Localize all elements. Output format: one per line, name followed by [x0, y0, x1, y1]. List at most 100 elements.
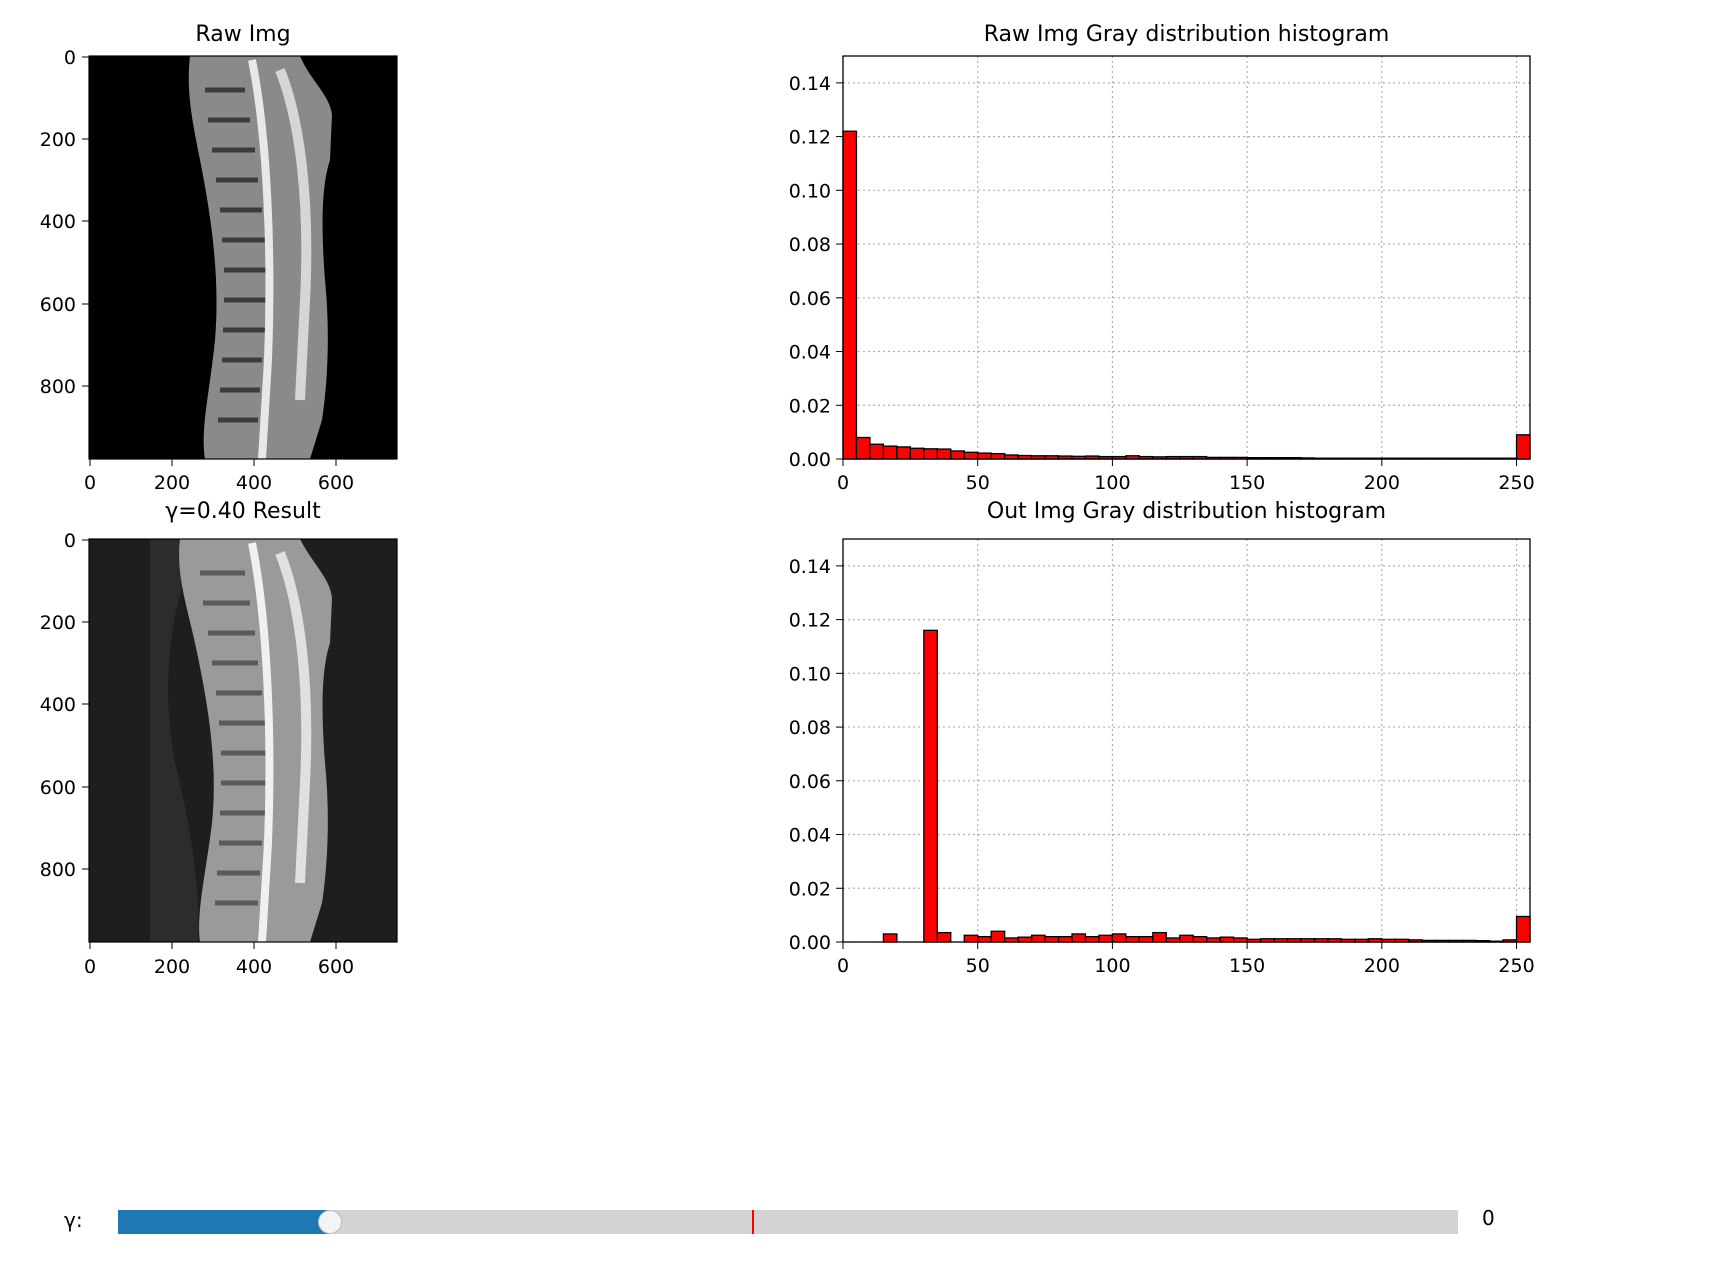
x-tick-label: 50 [966, 472, 990, 494]
histogram-bar [923, 448, 938, 460]
x-tick-label: 200 [1364, 955, 1400, 977]
histogram-bar [977, 452, 992, 460]
histogram-bar [1152, 931, 1167, 943]
gamma-slider-handle[interactable] [317, 1210, 342, 1234]
x-tick-label: 0 [84, 472, 96, 494]
result-image-vertebrae [200, 570, 266, 906]
result-image-xticks: 0 200 400 600 [84, 942, 354, 978]
y-tick-label: 0.02 [789, 395, 831, 417]
histogram-bar [896, 446, 912, 460]
x-tick-label: 50 [966, 955, 990, 977]
histogram-bar [869, 443, 885, 460]
histogram-bar [1515, 434, 1531, 460]
y-tick-label: 200 [40, 129, 76, 151]
histogram-bar [963, 934, 979, 943]
histogram-bar [923, 629, 938, 943]
histogram-bar [1084, 935, 1100, 943]
x-tick-label: 0 [84, 956, 96, 978]
histogram-bar [1017, 936, 1033, 943]
y-tick-label: 0.12 [789, 610, 831, 632]
y-tick-label: 0.06 [789, 288, 831, 310]
result-image-background-tissue [150, 539, 200, 942]
histogram-bar [950, 450, 965, 460]
histogram-bar [1179, 934, 1194, 943]
gamma-slider-initial-marker [751, 1210, 754, 1234]
y-tick-label: 200 [40, 612, 76, 634]
x-tick-label: 0 [837, 955, 849, 977]
y-tick-label: 0 [64, 47, 76, 69]
x-tick-label: 0 [837, 472, 849, 494]
result-image-yticks: 0 200 400 600 800 [40, 530, 89, 881]
raw-image-xticks: 0 200 400 600 [84, 459, 354, 494]
histogram-bar [990, 930, 1006, 943]
histogram-bar [1098, 934, 1114, 943]
histogram-bar [1044, 935, 1060, 943]
result-image-softtissue [275, 551, 312, 884]
raw-image-axes: Raw Img 0 200 400 600 [40, 22, 398, 494]
y-tick-label: 600 [40, 294, 76, 316]
histogram-bar [1515, 915, 1531, 943]
y-tick-label: 0.12 [789, 127, 831, 149]
x-tick-label: 200 [1364, 472, 1400, 494]
result-image-cord [248, 542, 274, 943]
x-tick-label: 150 [1229, 472, 1265, 494]
result-image-axes: γ=0.40 Result 0 200 400 600 [40, 499, 398, 978]
y-tick-label: 0.08 [789, 234, 831, 256]
histogram-bar [1219, 936, 1235, 943]
x-tick-label: 400 [236, 956, 272, 978]
histogram-bar [936, 931, 952, 943]
chart-title: Out Img Gray distribution histogram [987, 499, 1386, 524]
histogram-bar [1125, 935, 1141, 943]
y-tick-label: 0.00 [789, 449, 831, 471]
histogram-bar [963, 451, 979, 460]
y-tick-label: 0.00 [789, 932, 831, 954]
histogram-bar [882, 933, 898, 943]
gamma-slider-fill [118, 1210, 330, 1234]
histogram-bar [936, 448, 952, 460]
y-tick-label: 400 [40, 211, 76, 233]
raw-histogram-chart: Raw Img Gray distribution histogram 0 50 10… [789, 22, 1535, 494]
y-tick-label: 600 [40, 777, 76, 799]
y-tick-label: 0.10 [789, 663, 831, 685]
x-tick-label: 200 [154, 956, 190, 978]
histogram-bar [909, 447, 925, 460]
histogram-bar [977, 935, 992, 943]
y-tick-label: 0.14 [789, 556, 831, 578]
y-tick-label: 0 [64, 530, 76, 552]
x-tick-label: 250 [1498, 472, 1534, 494]
y-tick-label: 800 [40, 859, 76, 881]
y-tick-label: 800 [40, 376, 76, 398]
histogram-bar [1111, 933, 1127, 943]
y-tick-label: 0.04 [789, 342, 831, 364]
plot-frame [842, 538, 1531, 943]
y-tick-label: 0.02 [789, 878, 831, 900]
x-tick-label: 600 [318, 956, 354, 978]
histogram-bar [882, 445, 898, 460]
chart-title: Raw Img Gray distribution histogram [984, 22, 1390, 47]
y-tick-label: 0.14 [789, 73, 831, 95]
x-tick-label: 100 [1094, 472, 1130, 494]
histogram-bar [1071, 933, 1087, 943]
raw-image-title: Raw Img [195, 22, 290, 47]
raw-image-vertebrae [205, 87, 266, 423]
histogram-bar [1138, 935, 1154, 943]
y-tick-label: 0.06 [789, 771, 831, 793]
y-tick-label: 0.08 [789, 717, 831, 739]
x-tick-label: 250 [1498, 955, 1534, 977]
histogram-bar [842, 130, 858, 460]
result-image-title: γ=0.40 Result [165, 499, 321, 524]
x-tick-label: 200 [154, 472, 190, 494]
x-tick-label: 100 [1094, 955, 1130, 977]
x-tick-label: 400 [236, 472, 272, 494]
raw-image-cord [248, 59, 274, 460]
gamma-slider-value: 0 [1482, 1206, 1495, 1230]
raw-image-softtissue [275, 68, 312, 401]
histogram-bar [1192, 935, 1208, 943]
histogram-bar [855, 436, 871, 460]
y-tick-label: 0.10 [789, 180, 831, 202]
raw-image-yticks: 0 200 400 600 800 [40, 47, 89, 398]
out-histogram-chart: Out Img Gray distribution histogram 0 50 10… [789, 499, 1535, 977]
y-tick-label: 0.04 [789, 825, 831, 847]
x-tick-label: 150 [1229, 955, 1265, 977]
